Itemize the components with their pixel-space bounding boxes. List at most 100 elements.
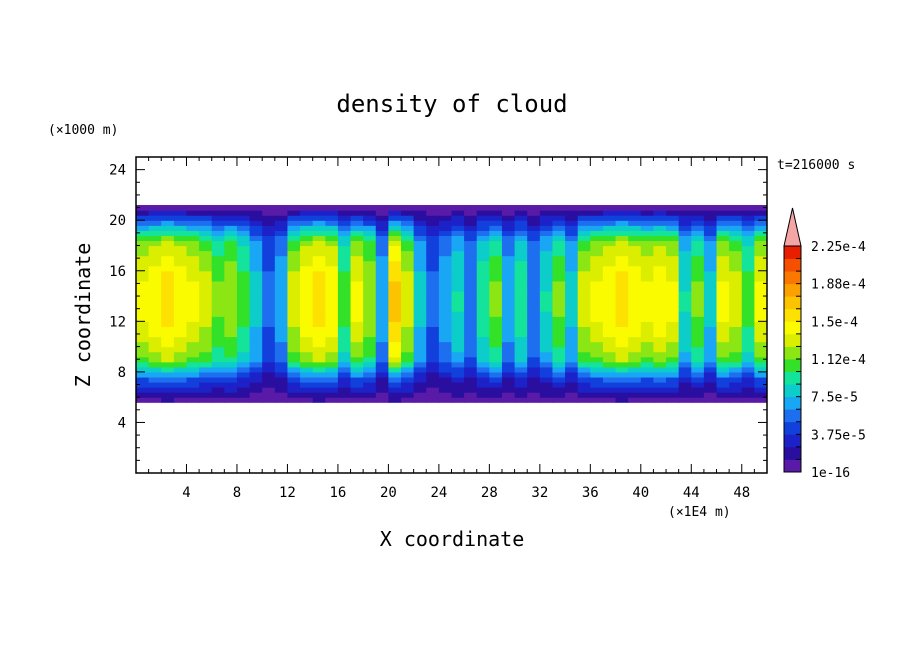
heatmap-cell-37 [602, 341, 617, 348]
heatmap-cell-42 [666, 235, 680, 242]
heatmap-cell-44 [691, 240, 705, 247]
heatmap-cell-15 [325, 397, 339, 403]
heatmap-cell-22 [413, 341, 427, 348]
heatmap-cell-45 [703, 210, 718, 216]
heatmap-cell-20 [388, 346, 402, 353]
heatmap-cell-26 [464, 387, 478, 393]
heatmap-cell-19 [375, 260, 389, 267]
x-tick-label: 44 [683, 485, 700, 501]
heatmap-cell-47 [729, 260, 743, 267]
heatmap-cell-15 [325, 205, 339, 211]
heatmap-cell-15 [325, 351, 339, 358]
heatmap-cell-2 [161, 387, 175, 393]
heatmap-cell-33 [552, 260, 566, 267]
heatmap-cell-24 [438, 275, 453, 282]
heatmap-cell-38 [615, 255, 629, 262]
heatmap-cell-41 [653, 311, 667, 317]
x-tick-label: 28 [481, 485, 498, 501]
heatmap-cell-3 [173, 270, 188, 277]
heatmap-cell-0 [136, 205, 150, 211]
heatmap-cell-4 [186, 240, 200, 247]
heatmap-cell-8 [236, 306, 251, 312]
heatmap-cell-33 [552, 392, 566, 398]
heatmap-cell-37 [602, 321, 617, 327]
heatmap-cell-5 [199, 265, 213, 272]
heatmap-cell-5 [199, 210, 213, 216]
heatmap-cell-20 [388, 245, 402, 252]
heatmap-cell-11 [274, 381, 289, 388]
heatmap-cell-9 [249, 205, 263, 211]
heatmap-cell-34 [565, 366, 579, 373]
heatmap-cell-31 [527, 255, 541, 262]
heatmap-cell-42 [666, 220, 680, 226]
heatmap-cell-19 [375, 392, 389, 398]
heatmap-cell-33 [552, 240, 566, 247]
heatmap-cell-37 [602, 392, 617, 398]
heatmap-cell-0 [136, 381, 150, 388]
heatmap-cell-22 [413, 240, 427, 247]
heatmap-cell-31 [527, 306, 541, 312]
x-tick-label: 20 [380, 485, 397, 501]
colorbar-swatch [784, 258, 801, 272]
heatmap-cell-36 [590, 366, 604, 373]
heatmap-cell-39 [628, 240, 642, 247]
heatmap-cell-10 [262, 346, 276, 353]
heatmap-cell-19 [375, 255, 389, 262]
heatmap-cell-38 [615, 230, 629, 236]
heatmap-cell-11 [274, 275, 289, 282]
heatmap-cell-13 [300, 381, 314, 388]
heatmap-cell-25 [451, 250, 465, 257]
heatmap-cell-39 [628, 346, 642, 353]
heatmap-cell-30 [514, 336, 528, 343]
heatmap-cell-19 [375, 341, 389, 348]
heatmap-cell-4 [186, 250, 200, 257]
heatmap-cell-44 [691, 397, 705, 403]
heatmap-cell-29 [501, 260, 516, 267]
heatmap-cell-15 [325, 366, 339, 373]
heatmap-cell-32 [539, 346, 554, 353]
heatmap-cell-32 [539, 296, 554, 302]
heatmap-cell-8 [236, 280, 251, 287]
heatmap-cell-10 [262, 316, 276, 322]
heatmap-cell-2 [161, 361, 175, 368]
heatmap-cell-28 [489, 280, 503, 287]
heatmap-cell-33 [552, 356, 566, 363]
heatmap-cell-14 [312, 220, 326, 226]
heatmap-cell-13 [300, 326, 314, 333]
heatmap-cell-7 [224, 336, 238, 343]
heatmap-cell-22 [413, 392, 427, 398]
heatmap-cell-25 [451, 331, 465, 338]
heatmap-cell-12 [287, 230, 301, 236]
heatmap-cell-41 [653, 270, 667, 277]
heatmap-cell-39 [628, 280, 642, 287]
heatmap-cell-30 [514, 280, 528, 287]
heatmap-cell-8 [236, 397, 251, 403]
heatmap-cell-27 [476, 270, 490, 277]
heatmap-cell-23 [426, 387, 440, 393]
heatmap-cell-39 [628, 275, 642, 282]
heatmap-cell-25 [451, 265, 465, 272]
heatmap-cell-33 [552, 285, 566, 292]
heatmap-cell-6 [211, 397, 225, 403]
heatmap-cell-30 [514, 265, 528, 272]
heatmap-cell-4 [186, 366, 200, 373]
heatmap-cell-46 [716, 296, 730, 302]
heatmap-cell-39 [628, 220, 642, 226]
heatmap-cell-4 [186, 371, 200, 378]
heatmap-cell-32 [539, 301, 554, 307]
heatmap-cell-22 [413, 280, 427, 287]
heatmap-cell-26 [464, 250, 478, 257]
heatmap-cell-0 [136, 250, 150, 257]
heatmap-cell-25 [451, 351, 465, 358]
heatmap-cell-10 [262, 306, 276, 312]
heatmap-cell-41 [653, 341, 667, 348]
heatmap-cell-19 [375, 331, 389, 338]
heatmap-cell-44 [691, 280, 705, 287]
heatmap-cell-26 [464, 356, 478, 363]
heatmap-cell-4 [186, 321, 200, 327]
heatmap-cell-18 [363, 301, 377, 307]
heatmap-cell-44 [691, 205, 705, 211]
heatmap-cell-1 [148, 240, 162, 247]
heatmap-cell-5 [199, 245, 213, 252]
heatmap-cell-8 [236, 311, 251, 317]
